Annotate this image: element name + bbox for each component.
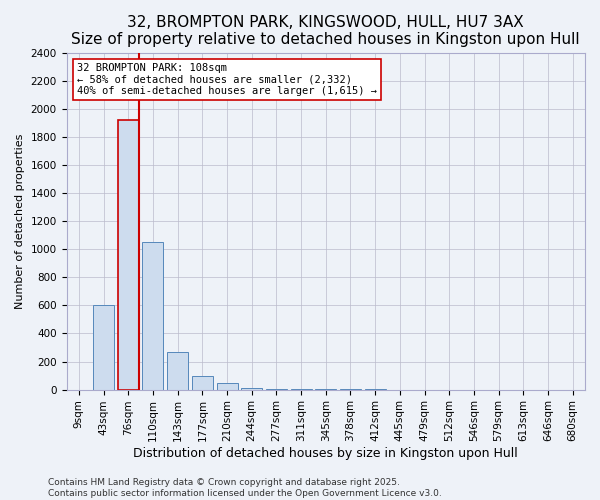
Y-axis label: Number of detached properties: Number of detached properties (15, 134, 25, 309)
Bar (93, 306, 114, 390)
Bar (142, 242, 163, 390)
Text: Contains HM Land Registry data © Crown copyright and database right 2025.
Contai: Contains HM Land Registry data © Crown c… (48, 478, 442, 498)
Bar (167, 352, 188, 390)
Text: 32 BROMPTON PARK: 108sqm
← 58% of detached houses are smaller (2,332)
40% of sem: 32 BROMPTON PARK: 108sqm ← 58% of detach… (77, 63, 377, 96)
Bar (118, 120, 139, 390)
Bar (266, 389, 287, 390)
Bar (241, 388, 262, 390)
Title: 32, BROMPTON PARK, KINGSWOOD, HULL, HU7 3AX
Size of property relative to detache: 32, BROMPTON PARK, KINGSWOOD, HULL, HU7 … (71, 15, 580, 48)
Bar (192, 376, 213, 390)
Bar (217, 384, 238, 390)
X-axis label: Distribution of detached houses by size in Kingston upon Hull: Distribution of detached houses by size … (133, 447, 518, 460)
